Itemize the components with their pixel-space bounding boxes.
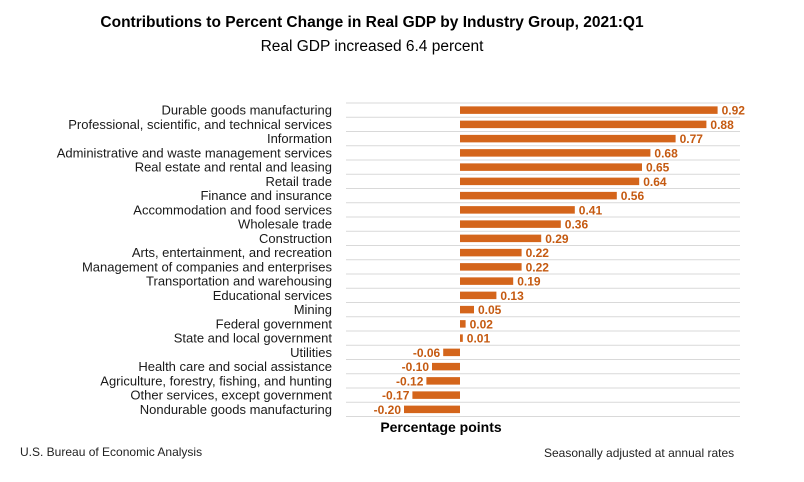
value-label: 0.22 xyxy=(526,260,550,274)
gridlines xyxy=(346,102,740,417)
bar xyxy=(460,220,561,228)
bar xyxy=(460,191,617,200)
value-label: 0.88 xyxy=(710,118,734,132)
value-label: 0.13 xyxy=(500,289,524,303)
category-label: Health care and social assistance xyxy=(138,359,332,374)
category-label: Arts, entertainment, and recreation xyxy=(132,245,332,260)
category-label: Utilities xyxy=(290,345,332,360)
bar xyxy=(460,134,676,143)
bar xyxy=(443,348,460,357)
bar xyxy=(432,362,460,371)
bar xyxy=(460,305,474,314)
bar xyxy=(460,177,640,186)
value-label: 0.29 xyxy=(545,232,569,246)
category-label: Finance and insurance xyxy=(200,188,332,203)
bar xyxy=(460,234,542,243)
value-label: 0.64 xyxy=(643,175,667,189)
value-label: 0.41 xyxy=(579,203,603,217)
category-label: Wholesale trade xyxy=(238,217,332,232)
category-label: Transportation and warehousing xyxy=(146,274,332,289)
value-label: 0.65 xyxy=(646,161,670,175)
value-label: 0.02 xyxy=(470,317,494,331)
value-label: -0.10 xyxy=(402,360,430,374)
chart-title: Contributions to Percent Change in Real … xyxy=(100,14,644,31)
category-labels: Durable goods manufacturingProfessional,… xyxy=(57,103,333,417)
bar xyxy=(404,405,460,414)
category-label: Professional, scientific, and technical … xyxy=(68,117,332,132)
value-label: 0.22 xyxy=(526,246,550,260)
category-label: State and local government xyxy=(174,331,333,346)
chart-subtitle: Real GDP increased 6.4 percent xyxy=(260,38,484,55)
bar xyxy=(426,377,460,385)
bar xyxy=(412,391,460,399)
value-label: 0.77 xyxy=(680,132,704,146)
bar xyxy=(460,334,463,342)
category-label: Retail trade xyxy=(266,174,332,189)
category-label: Management of companies and enterprises xyxy=(82,259,333,274)
category-label: Federal government xyxy=(216,316,333,331)
category-label: Real estate and rental and leasing xyxy=(135,160,332,175)
adjustment-note: Seasonally adjusted at annual rates xyxy=(544,446,735,460)
bar xyxy=(460,149,651,157)
bar xyxy=(460,277,514,285)
category-label: Durable goods manufacturing xyxy=(161,103,332,118)
bar xyxy=(460,320,466,328)
bar xyxy=(460,163,642,171)
value-label: 0.36 xyxy=(565,218,589,232)
bar xyxy=(460,291,497,300)
category-label: Mining xyxy=(294,302,332,317)
value-label: 0.68 xyxy=(654,146,678,160)
category-label: Construction xyxy=(259,231,332,246)
value-label: 0.05 xyxy=(478,303,502,317)
bar xyxy=(460,248,522,257)
value-label: 0.92 xyxy=(722,104,746,118)
category-label: Administrative and waste management serv… xyxy=(57,145,333,160)
category-label: Accommodation and food services xyxy=(133,202,332,217)
value-label: 0.56 xyxy=(621,189,645,203)
category-label: Agriculture, forestry, fishing, and hunt… xyxy=(100,373,332,388)
source-note: U.S. Bureau of Economic Analysis xyxy=(20,445,203,459)
value-label: -0.20 xyxy=(374,403,402,417)
bar xyxy=(460,263,522,271)
value-label: -0.17 xyxy=(382,389,410,403)
bar xyxy=(460,106,718,114)
value-labels: 0.920.88 0.770.680.650.640.56 0.410.360.29… xyxy=(374,104,746,417)
bars xyxy=(404,106,718,414)
value-label: -0.06 xyxy=(413,346,441,360)
category-label: Nondurable goods manufacturing xyxy=(140,402,332,417)
category-label: Other services, except government xyxy=(130,388,332,403)
category-label: Educational services xyxy=(213,288,333,303)
bar xyxy=(460,206,575,214)
category-label: Information xyxy=(267,131,332,146)
value-label: -0.12 xyxy=(396,374,424,388)
value-label: 0.01 xyxy=(467,332,491,346)
x-axis-label: Percentage points xyxy=(380,419,502,435)
value-label: 0.19 xyxy=(517,275,541,289)
bar xyxy=(460,120,707,129)
